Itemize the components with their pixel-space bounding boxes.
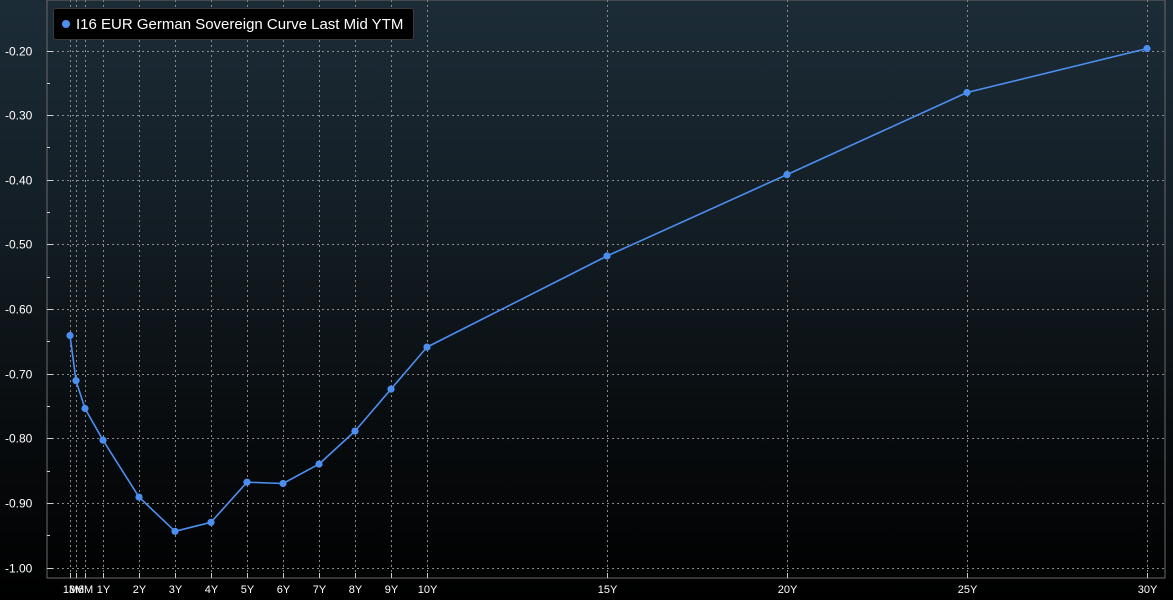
data-point[interactable] — [315, 460, 323, 468]
x-tick-label: 6M — [78, 584, 93, 596]
x-tick-label: 3Y — [169, 584, 183, 596]
y-tick-label: -0.90 — [5, 497, 33, 511]
y-tick-label: -0.80 — [5, 432, 33, 446]
x-tick-label: 5Y — [241, 584, 255, 596]
plot-border — [46, 0, 1166, 579]
series-layer — [66, 45, 1151, 535]
x-tick-label: 10Y — [418, 584, 438, 596]
data-point[interactable] — [243, 478, 251, 486]
x-tick-label: 6Y — [277, 584, 291, 596]
x-tick-label: 1M — [63, 584, 78, 596]
x-tick-label: 1Y — [97, 584, 111, 596]
data-point[interactable] — [387, 385, 395, 393]
data-point[interactable] — [135, 493, 143, 501]
y-tick-label: -1.00 — [5, 562, 33, 576]
data-point[interactable] — [99, 436, 107, 444]
data-point[interactable] — [423, 343, 431, 351]
data-point[interactable] — [66, 331, 74, 340]
axes: -0.20 -0.30 -0.40 -0.50 -0.60 -0.70 -0.80 -0.90… — [5, 0, 1166, 596]
data-point[interactable] — [207, 518, 215, 526]
x-tick-label: 25Y — [958, 584, 978, 596]
y-tick-label: -0.50 — [5, 238, 33, 252]
legend-label: I16 EUR German Sovereign Curve Last Mid … — [76, 15, 404, 33]
y-tick-label: -0.60 — [5, 303, 33, 317]
y-tick-label: -0.70 — [5, 368, 33, 382]
x-tick-label: 2Y — [133, 584, 147, 596]
x-tick-label: 30Y — [1138, 584, 1158, 596]
data-point[interactable] — [783, 171, 791, 179]
data-point[interactable] — [279, 479, 287, 488]
data-point[interactable] — [81, 404, 89, 413]
data-point[interactable] — [72, 377, 80, 385]
grid — [47, 0, 1165, 578]
y-tick-label: -0.20 — [5, 45, 33, 59]
data-point[interactable] — [1143, 45, 1151, 53]
data-point[interactable] — [963, 88, 971, 97]
x-tick-label: 8Y — [349, 584, 363, 596]
x-tick-label: 15Y — [598, 584, 618, 596]
x-tick-label: 4Y — [205, 584, 219, 596]
x-tick-label: 7Y — [313, 584, 327, 596]
data-point[interactable] — [603, 252, 611, 260]
x-tick-label: 9Y — [385, 584, 399, 596]
y-tick-label: -0.30 — [5, 109, 33, 123]
y-tick-label: -0.40 — [5, 174, 33, 188]
series-line — [69, 47, 1148, 533]
data-point[interactable] — [351, 427, 359, 435]
legend-marker-icon — [62, 20, 70, 28]
x-tick-label: 20Y — [778, 584, 798, 596]
x-tick-label: 3M — [69, 584, 84, 596]
data-point[interactable] — [171, 527, 179, 535]
legend: I16 EUR German Sovereign Curve Last Mid … — [53, 8, 415, 40]
